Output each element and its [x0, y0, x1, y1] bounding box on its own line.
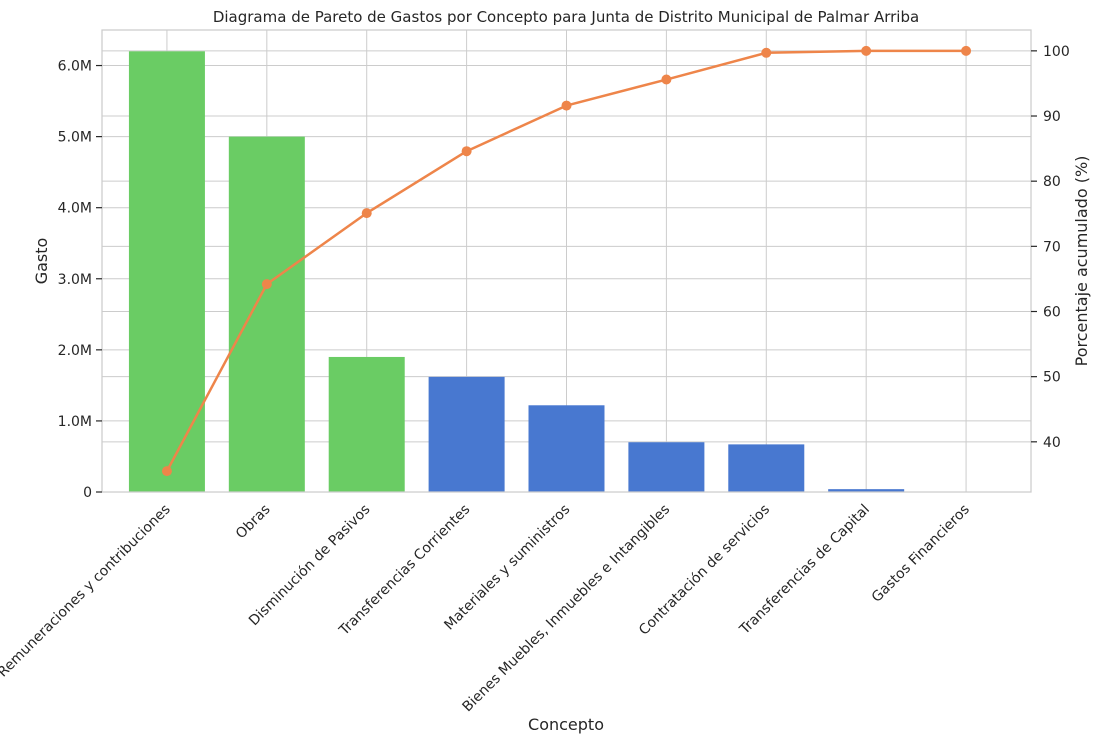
y2-tick-label: 70 [1043, 239, 1061, 255]
cumulative-point [261, 279, 272, 290]
y2-tick-label: 100 [1043, 44, 1070, 60]
bar [128, 51, 205, 492]
bar [228, 136, 305, 492]
cumulative-point [661, 74, 672, 85]
y2-tick-label: 80 [1043, 174, 1061, 190]
y2-tick-label: 90 [1043, 109, 1061, 125]
chart-title: Diagrama de Pareto de Gastos por Concept… [213, 8, 919, 26]
bar [328, 356, 405, 492]
y-tick-label: 5.0M [58, 130, 92, 146]
x-axis-ticks: Remuneraciones y contribuciones ObrasDism… [0, 502, 973, 716]
cumulative-point [861, 45, 872, 56]
cumulative-line [161, 45, 972, 477]
cumulative-point [761, 47, 772, 58]
plot-frame [101, 29, 1032, 493]
x-tick-label: Bienes Muebles, Inmuebles e Intangibles [460, 502, 674, 716]
bars [128, 51, 1005, 492]
bar [428, 376, 505, 492]
x-axis-label: Concepto [528, 715, 604, 734]
y-tick-label: 4.0M [58, 201, 92, 217]
y2-tick-label: 40 [1043, 435, 1061, 451]
y-tick-label: 1.0M [58, 414, 92, 430]
y-tick-label: 2.0M [58, 343, 92, 359]
y-tick-label: 3.0M [58, 272, 92, 288]
y2-axis-ticks: 40 50 60 70 80 90 100 [1031, 44, 1070, 451]
cumulative-point [461, 146, 472, 157]
cumulative-point [161, 466, 172, 477]
bar [628, 442, 705, 492]
x-tick-label: Gastos Financieros [869, 502, 973, 606]
y2-tick-label: 60 [1043, 305, 1061, 321]
x-tick-label: Remuneraciones y contribuciones [0, 502, 174, 681]
y-axis-label: Gasto [32, 238, 51, 285]
cumulative-point [361, 208, 372, 219]
cumulative-point [561, 100, 572, 111]
y2-tick-label: 50 [1043, 370, 1061, 386]
bar [828, 489, 905, 492]
y-axis-ticks: 0 1.0M 2.0M 3.0M 4.0M 5.0M 6.0M [58, 59, 102, 501]
y-tick-label: 6.0M [58, 59, 92, 75]
y2-axis-label: Porcentaje acumulado (%) [1072, 156, 1091, 367]
cumulative-point [961, 45, 972, 56]
bar [528, 405, 605, 492]
bar [728, 444, 805, 492]
y-tick-label: 0 [83, 485, 92, 501]
x-tick-label: Obras [233, 502, 274, 543]
